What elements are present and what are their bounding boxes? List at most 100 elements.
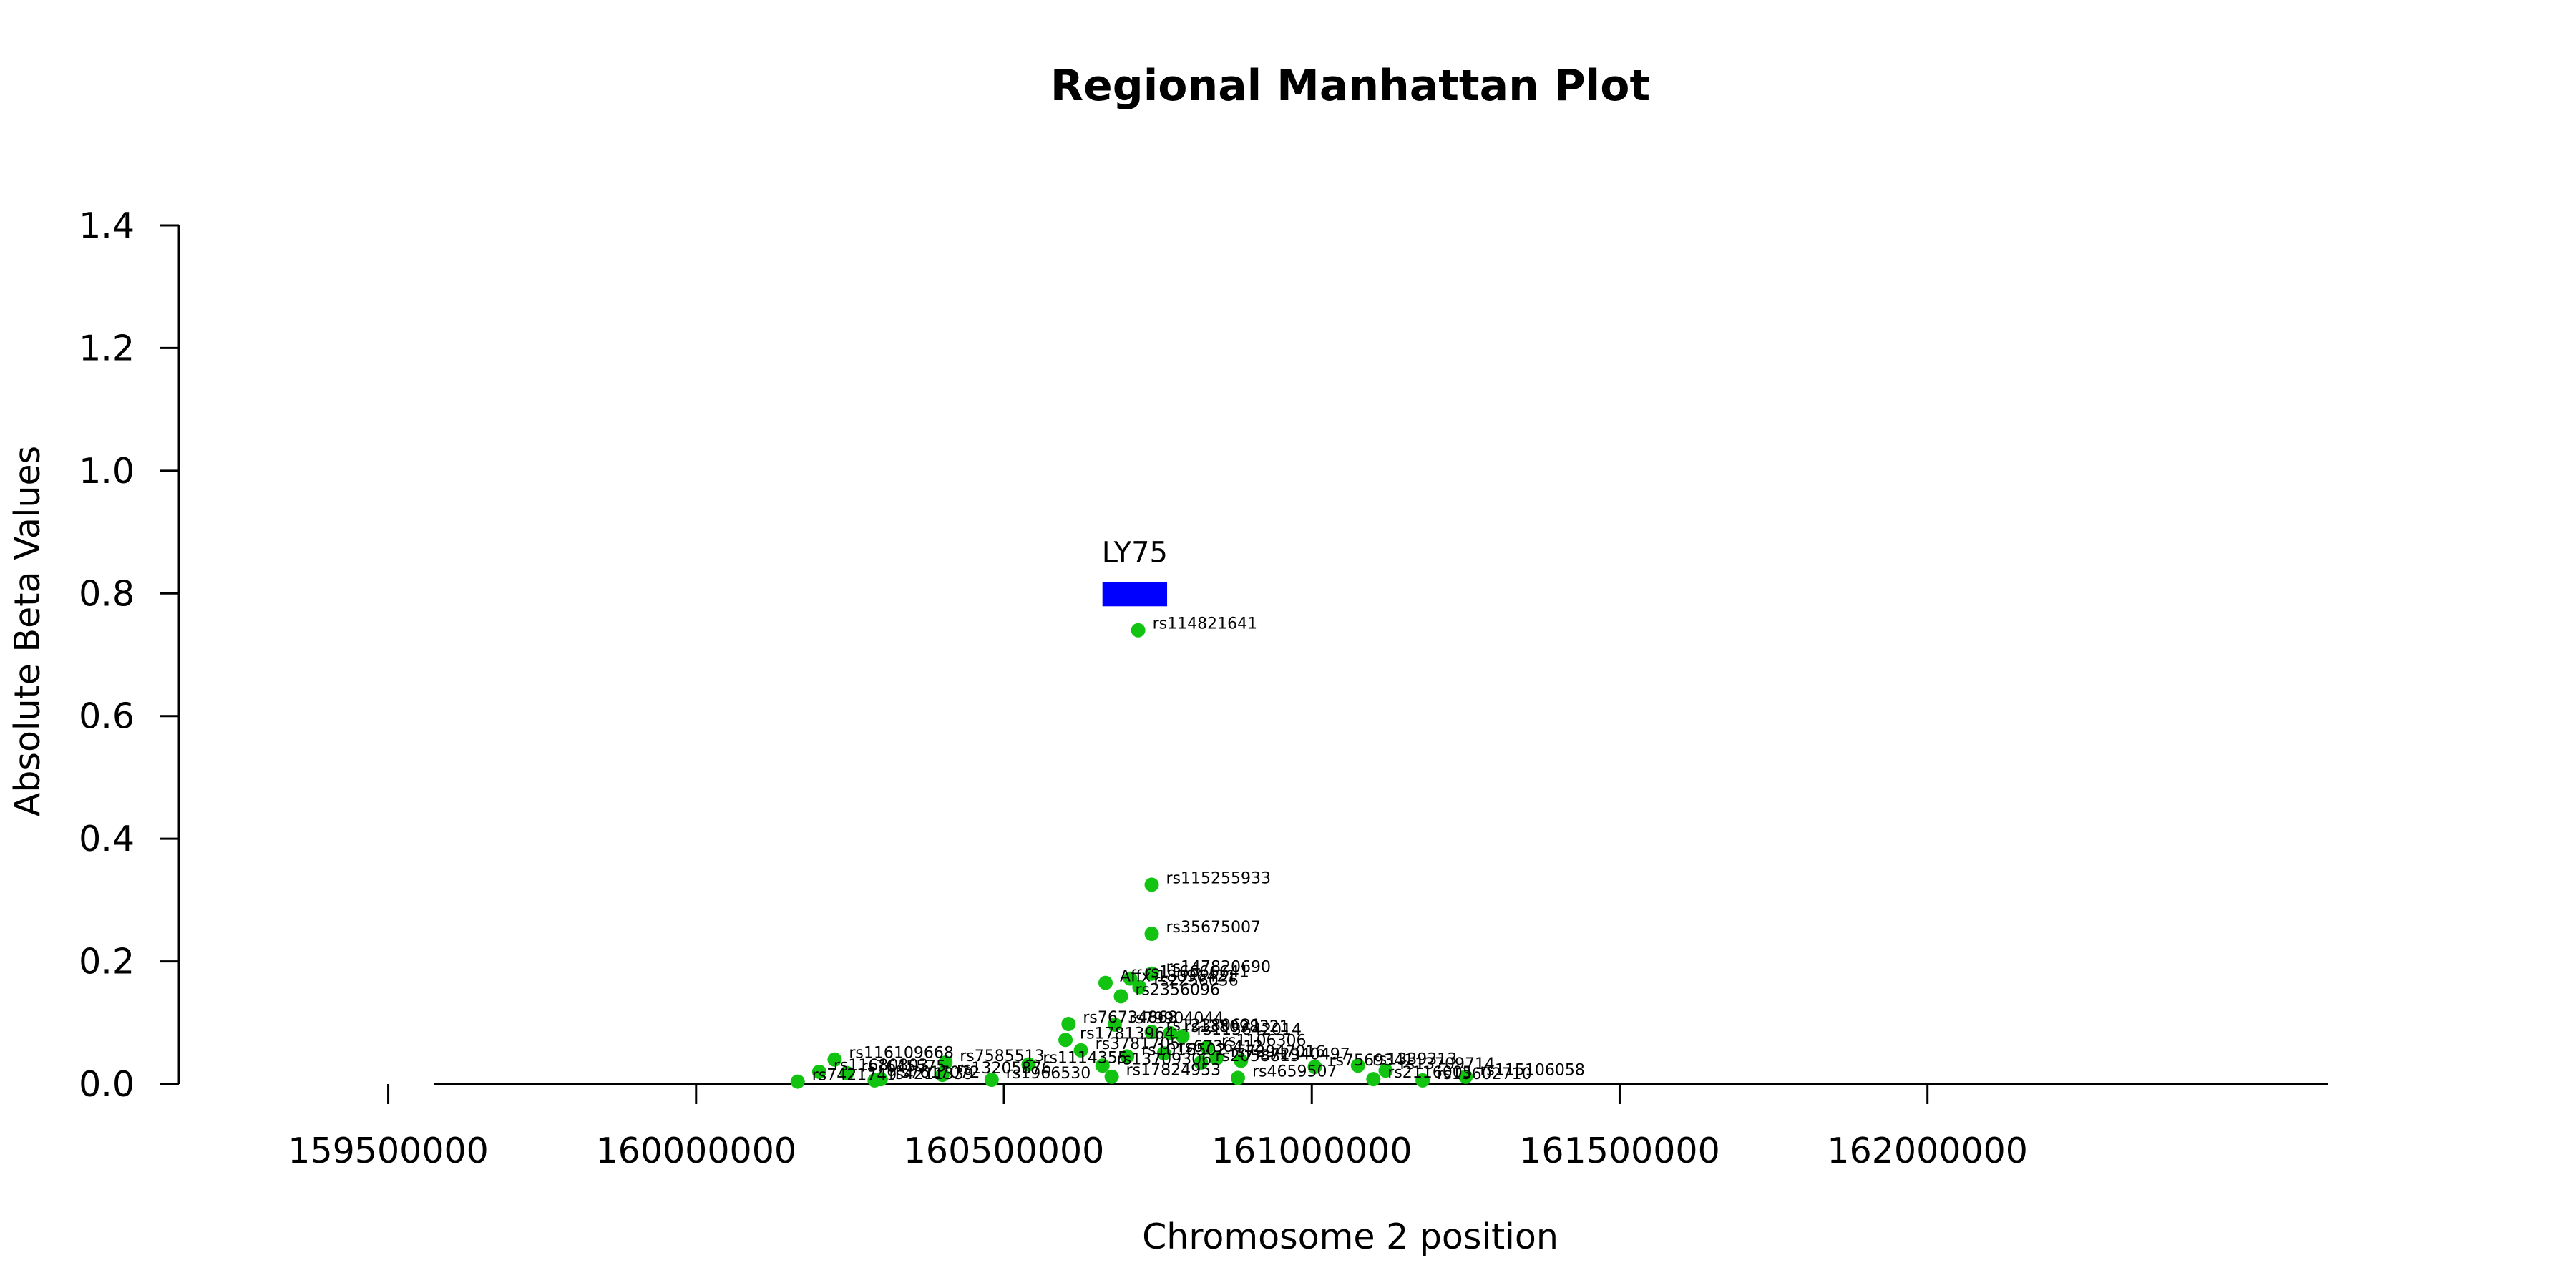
snp-point [790, 1074, 805, 1089]
y-tick-label: 1.4 [79, 205, 135, 246]
x-tick-label: 162000000 [1827, 1131, 2028, 1171]
snp-label: rs2058813 [1215, 1048, 1300, 1065]
snp-label: rs79904044 [1129, 1010, 1224, 1028]
snp-point [1163, 1025, 1178, 1040]
snp-label: rs13709714 [1400, 1055, 1494, 1073]
y-tick-label: 0.0 [79, 1064, 135, 1105]
snp-label: rs147820690 [1166, 959, 1271, 977]
y-tick-label: 1.2 [79, 328, 135, 369]
snp-label: rs35675007 [1166, 919, 1261, 937]
snp-label: rs6736412 [1179, 1038, 1264, 1056]
snp-point [1415, 1073, 1430, 1088]
snp-label: rs116666641 [1144, 964, 1249, 982]
snp-point [935, 1068, 950, 1083]
snp-point [1144, 927, 1159, 941]
x-axis-label: Chromosome 2 position [1142, 1216, 1558, 1257]
snp-point [1113, 989, 1128, 1004]
snp-point [1199, 1040, 1214, 1055]
x-tick-label: 160000000 [595, 1131, 796, 1171]
snp-label: rs1016502 [1141, 1041, 1226, 1059]
snp-point [1194, 1055, 1209, 1070]
snp-point [839, 1065, 854, 1080]
y-tick-label: 0.6 [79, 696, 135, 737]
gene-annotation: LY75 [1102, 536, 1168, 607]
snp-point [1366, 1072, 1381, 1087]
data-points [790, 623, 1473, 1089]
x-axis-ticks: 159500000 160000000 160500000 161000000 1615… [288, 1084, 2028, 1171]
snp-point [1021, 1057, 1036, 1072]
snp-label: rs13602710 [1437, 1065, 1531, 1083]
chart-title: Regional Manhattan Plot [1050, 61, 1650, 111]
snp-label: rs115642014 [1197, 1021, 1302, 1039]
snp-label: rs7645575 [862, 1058, 947, 1076]
snp-label: Affx-18096421 [1120, 968, 1236, 986]
x-tick-label: 161000000 [1211, 1131, 1413, 1171]
snp-label: rs116109668 [849, 1045, 953, 1063]
snp-label: rs1966530 [1006, 1065, 1091, 1083]
snp-point [938, 1055, 953, 1070]
snp-point [1107, 1017, 1122, 1032]
snp-label: rs72940497 [1255, 1045, 1350, 1063]
snp-label: rs138098321 [1184, 1018, 1289, 1036]
snp-point [1307, 1060, 1322, 1074]
snp-point [1131, 623, 1146, 638]
snp-label: rs115255933 [1166, 869, 1271, 887]
snp-point [1058, 1033, 1073, 1048]
snp-point [811, 1064, 826, 1079]
snp-label: rs11680803 [834, 1057, 928, 1075]
snp-label: rs13709306 [1117, 1050, 1211, 1068]
gene-bar [1102, 582, 1168, 607]
x-tick-label: 160500000 [904, 1131, 1105, 1171]
snp-label: rs7421749 [812, 1067, 897, 1085]
x-tick-label: 159500000 [288, 1131, 489, 1171]
snp-label: rs3781705 [1096, 1035, 1181, 1053]
y-tick-label: 1.0 [79, 451, 135, 492]
snp-point [1144, 966, 1159, 981]
snp-point [984, 1073, 999, 1087]
y-tick-label: 0.4 [79, 819, 135, 859]
snp-label: rs1339313 [1372, 1050, 1458, 1068]
snp-point [1104, 1069, 1119, 1084]
snp-label: rs2256036 [1153, 972, 1239, 990]
y-tick-label: 0.2 [79, 942, 135, 982]
snp-point [1378, 1063, 1393, 1078]
snp-point [1073, 1043, 1088, 1058]
snp-label: rs17824953 [1126, 1062, 1221, 1080]
snp-point [1144, 1025, 1159, 1040]
snp-label: rs13205876 [957, 1060, 1051, 1078]
snp-point [1156, 1046, 1171, 1061]
snp-label: rs12380621 [1166, 1017, 1261, 1035]
snp-label: rs2356096 [1136, 981, 1221, 999]
point-labels: rs114821641 rs115255933 rs35675007 rs147820… [812, 615, 1585, 1085]
snp-label: rs7617072 [895, 1064, 980, 1082]
snp-point [1120, 1049, 1135, 1064]
snp-point [1234, 1053, 1249, 1068]
snp-label: rs1106306 [1221, 1033, 1307, 1050]
snp-point [1123, 971, 1138, 986]
y-axis-label: Absolute Beta Values [7, 446, 48, 816]
y-axis-ticks: 0.0 0.2 0.4 0.6 0.8 1.0 1.2 1.4 [79, 205, 179, 1105]
snp-label: rs4659507 [1252, 1063, 1337, 1080]
snp-point [827, 1052, 842, 1067]
snp-label: rs115106058 [1480, 1062, 1584, 1080]
x-tick-label: 161500000 [1519, 1131, 1720, 1171]
snp-point [1144, 877, 1159, 892]
snp-point [1458, 1069, 1473, 1084]
snp-point [1350, 1058, 1365, 1073]
snp-point [1175, 1029, 1190, 1044]
snp-label: rs7585513 [960, 1048, 1045, 1065]
snp-label: rs2116005 [1387, 1064, 1473, 1082]
snp-label: rs4211339 [889, 1065, 974, 1083]
snp-point [1230, 1070, 1245, 1085]
snp-point [1132, 980, 1147, 995]
snp-label: rs17813964 [1080, 1025, 1174, 1043]
snp-label: rs1114355 [1043, 1050, 1128, 1068]
snp-label: rs72947016 [1231, 1043, 1325, 1061]
gene-label: LY75 [1102, 536, 1168, 569]
snp-point [867, 1073, 882, 1088]
snp-point [1095, 1058, 1110, 1073]
snp-point [1098, 975, 1113, 990]
y-tick-label: 0.8 [79, 573, 135, 614]
snp-point [1209, 1051, 1224, 1065]
